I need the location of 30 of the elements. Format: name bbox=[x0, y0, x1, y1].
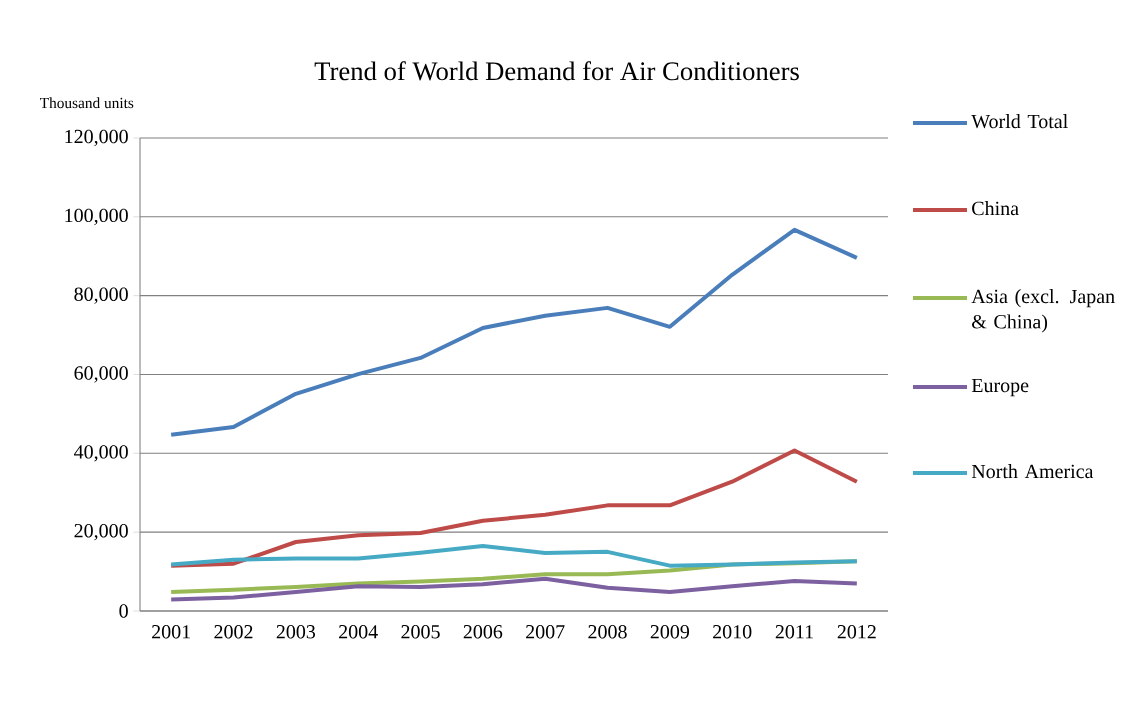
line-series bbox=[169, 576, 859, 602]
y-tick-label: 40,000 bbox=[74, 445, 128, 462]
x-tick-label: 2006 bbox=[463, 625, 503, 639]
chart-title: Trend of World Demand for Air Conditioners bbox=[314, 61, 799, 81]
x-tick-label: 2005 bbox=[401, 625, 440, 639]
legend-label: Europe bbox=[971, 378, 1029, 397]
x-tick-label: 2009 bbox=[650, 625, 690, 639]
legend-label: North America bbox=[971, 464, 1094, 479]
y-tick-label: 100,000 bbox=[65, 208, 128, 226]
legend-label: Asia (excl. Japan & China) bbox=[971, 289, 1115, 333]
y-tick-label: 0 bbox=[119, 604, 128, 618]
x-tick-label: 2010 bbox=[713, 625, 752, 639]
y-axis-title: Thousand units bbox=[39, 97, 134, 109]
y-tick-label: 120,000 bbox=[65, 129, 128, 147]
line-series bbox=[169, 448, 859, 568]
legend-label: World Total bbox=[971, 114, 1068, 129]
y-tick-label: 20,000 bbox=[74, 523, 128, 541]
line-series bbox=[169, 543, 859, 568]
x-tick-label: 2007 bbox=[526, 625, 565, 639]
x-tick-label: 2002 bbox=[214, 625, 253, 639]
y-tick-label: 80,000 bbox=[74, 287, 128, 304]
x-tick-label: 2001 bbox=[152, 625, 190, 639]
y-tick-label: 60,000 bbox=[74, 366, 128, 383]
line-series bbox=[169, 227, 859, 437]
x-tick-label: 2004 bbox=[339, 625, 378, 639]
x-tick-label: 2011 bbox=[775, 625, 813, 639]
legend-label: China bbox=[972, 201, 1019, 216]
x-tick-label: 2003 bbox=[276, 625, 316, 639]
x-tick-label: 2008 bbox=[588, 625, 627, 639]
x-tick-label: 2012 bbox=[837, 625, 876, 639]
